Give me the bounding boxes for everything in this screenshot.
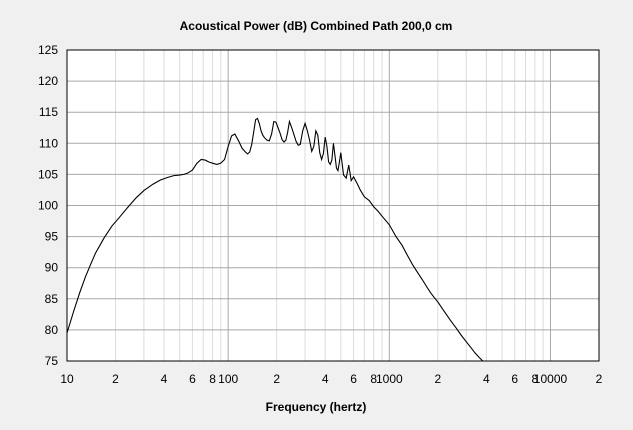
grid: [66, 49, 600, 362]
x-tick-label: 10000: [534, 372, 568, 386]
x-tick-label: 8: [370, 372, 377, 386]
x-tick-label: 2: [434, 372, 441, 386]
y-tick-label: 100: [38, 199, 58, 213]
y-tick-label: 75: [45, 354, 59, 368]
y-tick-label: 80: [45, 323, 59, 337]
y-tick-label: 90: [45, 261, 59, 275]
x-tick-label: 6: [189, 372, 196, 386]
y-tick-label: 115: [39, 105, 58, 119]
y-axis-ticks: 125 120 115 110 105 100 95 90 85 80 75: [38, 43, 58, 368]
x-tick-label: 100: [218, 372, 238, 386]
x-tick-label: 2: [273, 372, 280, 386]
y-tick-label: 95: [45, 230, 59, 244]
x-tick-label: 10: [60, 372, 74, 386]
series-line: [66, 117, 486, 362]
x-tick-label: 4: [161, 372, 168, 386]
y-tick-label: 110: [39, 136, 58, 150]
x-tick-label: 8: [209, 372, 216, 386]
x-tick-label: 4: [483, 372, 490, 386]
chart-title: Acoustical Power (dB) Combined Path 200,…: [180, 19, 453, 33]
x-tick-label: 6: [350, 372, 357, 386]
x-tick-label: 2: [112, 372, 119, 386]
x-tick-label: 1000: [376, 372, 403, 386]
plot-border: [66, 49, 600, 362]
x-tick-label: 6: [511, 372, 518, 386]
x-axis-label: Frequency (hertz): [266, 400, 367, 414]
y-tick-label: 105: [38, 167, 58, 181]
x-tick-label: 2: [596, 372, 603, 386]
x-tick-label: 4: [322, 372, 329, 386]
y-tick-label: 125: [38, 43, 58, 57]
y-tick-label: 85: [45, 292, 59, 306]
y-tick-label: 120: [38, 74, 58, 88]
x-tick-label: 8: [532, 372, 539, 386]
